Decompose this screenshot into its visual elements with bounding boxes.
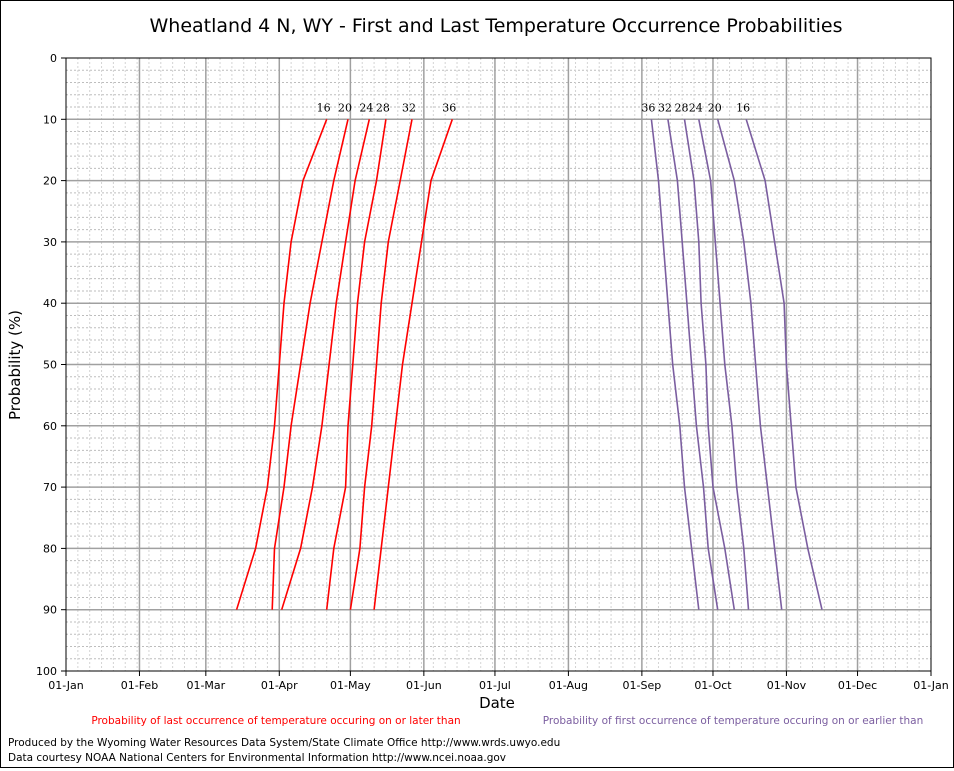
x-tick-label: 01-Aug (549, 679, 588, 692)
y-tick-label: 60 (43, 420, 57, 433)
x-tick-label: 01-Sep (623, 679, 662, 692)
last-series-label-36: 36 (442, 101, 456, 114)
x-tick-label: 01-Jan (913, 679, 949, 692)
x-tick-label: 01-Jan (48, 679, 84, 692)
last-series-label-32: 32 (402, 101, 416, 114)
x-axis: 01-Jan 01-Feb 01-Mar 01-Apr 01-May 01-Jun 01-J… (48, 671, 949, 692)
credit-data-source: Data courtesy NOAA National Centers for … (8, 752, 507, 764)
x-tick-label: 01-Oct (694, 679, 732, 692)
last-series-28 (325, 119, 387, 610)
last-series-label-16: 16 (317, 101, 331, 114)
x-tick-label: 01-Jun (406, 679, 442, 692)
first-series-label-16: 16 (736, 101, 750, 114)
credit-producer: Produced by the Wyoming Water Resources … (8, 737, 561, 749)
y-tick-label: 0 (50, 52, 57, 65)
legend-last-occurrence: Probability of last occurrence of temper… (91, 715, 460, 727)
x-axis-label: Date (479, 694, 515, 712)
first-series-24 (698, 119, 750, 610)
first-series-20 (716, 119, 783, 610)
first-series-16 (745, 119, 823, 610)
last-series-32 (349, 119, 413, 610)
x-tick-label: 01-May (330, 679, 371, 692)
last-series-20 (271, 119, 349, 610)
y-tick-label: 90 (43, 604, 57, 617)
last-series-24 (280, 119, 371, 610)
legend-first-occurrence: Probability of first occurrence of tempe… (543, 715, 924, 727)
y-tick-label: 50 (43, 359, 57, 372)
first-series-28 (683, 119, 736, 610)
y-tick-label: 30 (43, 236, 57, 249)
x-tick-label: 01-Apr (261, 679, 298, 692)
last-occurrence-series: 16 20 24 28 32 36 (235, 101, 456, 610)
first-series-label-24: 24 (689, 101, 703, 114)
x-tick-label: 01-Mar (186, 679, 225, 692)
x-tick-label: 01-Dec (838, 679, 877, 692)
y-tick-label: 40 (43, 297, 57, 310)
first-series-label-36: 36 (641, 101, 655, 114)
first-series-label-20: 20 (708, 101, 722, 114)
last-series-label-28: 28 (376, 101, 390, 114)
first-occurrence-series: 36 32 28 24 20 16 (641, 101, 823, 610)
y-tick-label: 20 (43, 175, 57, 188)
y-tick-label: 70 (43, 481, 57, 494)
last-series-label-20: 20 (338, 101, 352, 114)
first-series-label-28: 28 (675, 101, 689, 114)
first-series-36 (650, 119, 700, 610)
x-tick-label: 01-Nov (767, 679, 807, 692)
y-tick-label: 10 (43, 113, 57, 126)
first-series-label-32: 32 (658, 101, 672, 114)
y-tick-label: 80 (43, 542, 57, 555)
first-series-32 (667, 119, 719, 610)
last-series-label-24: 24 (359, 101, 373, 114)
chart-title: Wheatland 4 N, WY - First and Last Tempe… (150, 15, 843, 37)
grid (66, 58, 931, 671)
last-series-36 (373, 119, 454, 610)
last-series-16 (235, 119, 328, 610)
x-tick-label: 01-Jul (479, 679, 511, 692)
y-axis: 0 10 20 30 40 50 60 70 80 90 100 (36, 52, 66, 678)
y-axis-label: Probability (%) (6, 310, 24, 420)
y-tick-label: 100 (36, 665, 57, 678)
x-tick-label: 01-Feb (121, 679, 158, 692)
